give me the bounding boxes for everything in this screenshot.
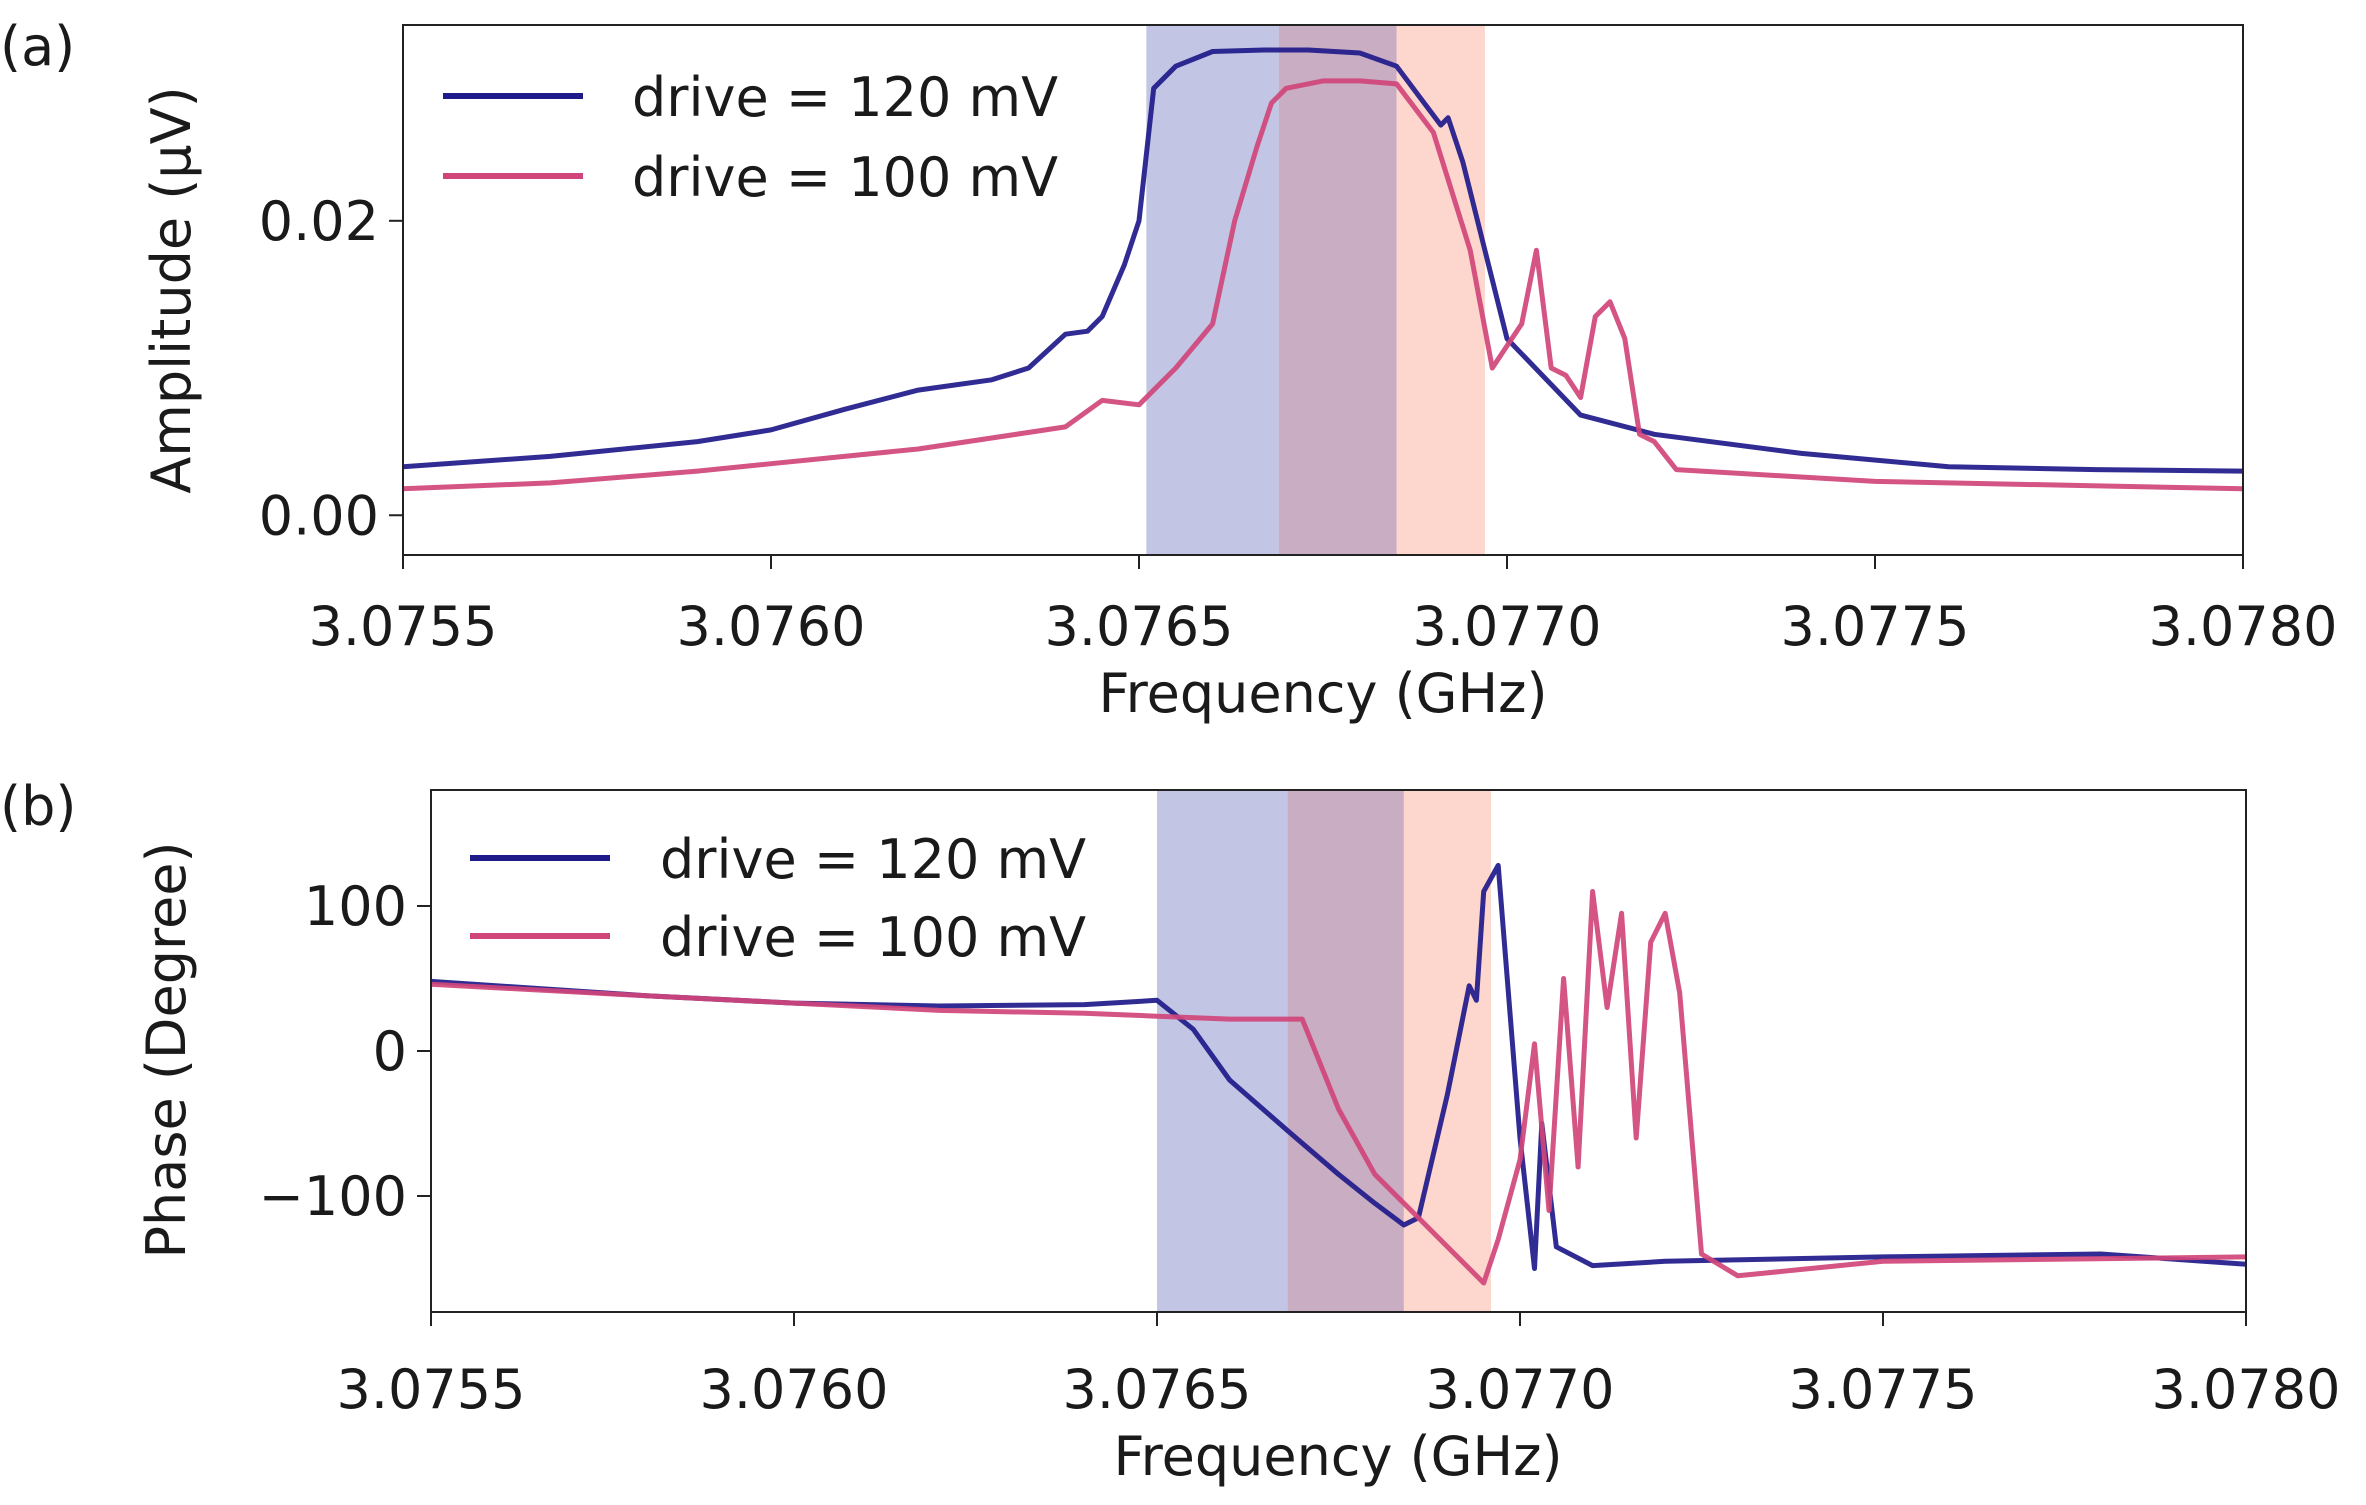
panel-b-ytick-label: 100 xyxy=(304,875,407,938)
panel-b-yticks: −100 0 100 xyxy=(259,875,431,1228)
panel-a-frame xyxy=(402,24,2244,556)
panel-label-b: (b) xyxy=(0,775,76,838)
panel-b-bands xyxy=(1157,790,1491,1312)
panel-a-ytick-label: 0.00 xyxy=(259,484,379,547)
panel-b-xtick-label: 3.0780 xyxy=(2152,1358,2341,1421)
panel-a-band-1 xyxy=(1146,25,1279,555)
panel-a-xtick-label: 3.0770 xyxy=(1413,595,1602,658)
panel-b-series-line-2 xyxy=(430,889,2247,1286)
panel-b-ytick-label: −100 xyxy=(259,1165,407,1228)
panel-a-band-3 xyxy=(1396,25,1485,555)
panel-a-xtick-label: 3.0765 xyxy=(1045,595,1234,658)
panel-a-ylabel: Amplitude (μV) xyxy=(140,86,203,493)
panel-a-series-line-1 xyxy=(402,47,2244,474)
panel-b-band-2 xyxy=(1287,790,1404,1312)
panel-b-xlabel: Frequency (GHz) xyxy=(1113,1425,1562,1488)
panel-b-ylabel: Phase (Degree) xyxy=(135,841,198,1258)
panel-a-xtick-label: 3.0755 xyxy=(309,595,498,658)
panel-b-xtick-label: 3.0770 xyxy=(1426,1358,1615,1421)
panel-b-ytick-label: 0 xyxy=(373,1020,407,1083)
panel-a-bands xyxy=(1146,25,1485,555)
panel-a-xtick-label: 3.0760 xyxy=(677,595,866,658)
legend-a-label-1: drive = 120 mV xyxy=(632,66,1058,129)
panel-b-band-1 xyxy=(1157,790,1288,1312)
panel-b-legend: drive = 120 mV drive = 100 mV xyxy=(470,828,1086,969)
panel-a-series-line-2 xyxy=(402,78,2244,492)
panel-a: (a) 3.0755 3.0760 3.0765 3.0770 3.0775 3.0780… xyxy=(0,15,2337,725)
panel-a-xtick-label: 3.0775 xyxy=(1781,595,1970,658)
panel-a-ytick-label: 0.02 xyxy=(259,190,379,253)
panel-a-xlabel: Frequency (GHz) xyxy=(1098,662,1547,725)
panel-b-xtick-label: 3.0755 xyxy=(337,1358,526,1421)
panel-b-band-3 xyxy=(1403,790,1491,1312)
panel-a-series xyxy=(402,47,2244,492)
legend-b-label-2: drive = 100 mV xyxy=(660,906,1086,969)
panel-b: (b) 3.0755 3.0760 3.0765 3.0770 3.0775 3.0780… xyxy=(0,775,2340,1488)
panel-b-series-line-1 xyxy=(430,862,2247,1271)
legend-b-label-1: drive = 120 mV xyxy=(660,828,1086,891)
panel-b-xticks: 3.0755 3.0760 3.0765 3.0770 3.0775 3.0780 xyxy=(337,1312,2341,1421)
legend-a-label-2: drive = 100 mV xyxy=(632,146,1058,209)
panel-b-xtick-label: 3.0760 xyxy=(700,1358,889,1421)
panel-label-a: (a) xyxy=(0,15,75,78)
panel-a-xticks: 3.0755 3.0760 3.0765 3.0770 3.0775 3.0780 xyxy=(309,555,2338,658)
panel-b-xtick-label: 3.0765 xyxy=(1063,1358,1252,1421)
panel-b-xtick-label: 3.0775 xyxy=(1789,1358,1978,1421)
panel-a-yticks: 0.00 0.02 xyxy=(259,190,403,547)
panel-a-band-2 xyxy=(1278,25,1397,555)
panel-a-legend: drive = 120 mV drive = 100 mV xyxy=(443,66,1058,209)
panel-b-series xyxy=(430,862,2247,1286)
panel-a-xtick-label: 3.0780 xyxy=(2149,595,2338,658)
